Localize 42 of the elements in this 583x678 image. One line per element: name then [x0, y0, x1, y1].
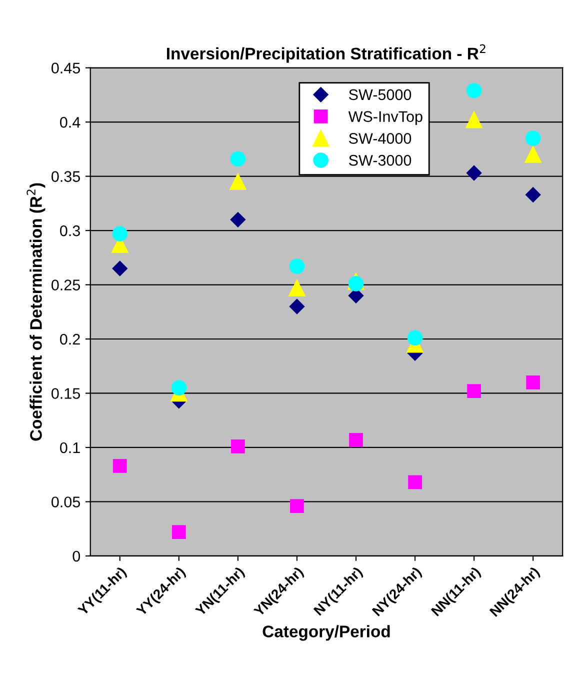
- point: [526, 187, 541, 202]
- point: [524, 146, 542, 163]
- point: [290, 499, 304, 514]
- point: [289, 298, 305, 314]
- point: [526, 375, 540, 390]
- point: [172, 525, 186, 540]
- y-tick-label: 0.3: [60, 225, 80, 236]
- y-tick-label: 0.05: [52, 496, 80, 508]
- point: [348, 276, 364, 292]
- y-tick-label: 0.1: [60, 442, 80, 454]
- point: [288, 280, 306, 296]
- chart-title: Inversion/Precipitation Stratification - R$^{2}$: [167, 44, 486, 63]
- y-tick-label: 0.25: [52, 280, 80, 290]
- point: [289, 258, 305, 274]
- point: [112, 260, 128, 276]
- point: [230, 173, 246, 190]
- point: [467, 384, 481, 398]
- point: [466, 165, 482, 181]
- point: [230, 439, 245, 454]
- y-tick-label: 0.2: [60, 334, 80, 345]
- point: [408, 475, 422, 490]
- y-tick-label: 0.15: [52, 388, 80, 399]
- point: [466, 82, 482, 98]
- point: [349, 432, 363, 447]
- point: [112, 458, 127, 473]
- point: [525, 130, 541, 146]
- legend-label: WS-InvTop: [348, 111, 422, 125]
- y-tick-label: 0.35: [52, 171, 80, 182]
- point: [230, 212, 246, 228]
- y-axis-title: Coefficient of Determination (R$^{2}$): [26, 183, 46, 441]
- point: [112, 226, 128, 242]
- point: [171, 380, 187, 396]
- point: [466, 112, 482, 128]
- y-tick-label: 0.45: [52, 62, 80, 74]
- legend-label: SW-4000: [348, 133, 412, 144]
- point: [407, 330, 423, 346]
- y-tick-label: 0.4: [60, 116, 80, 128]
- point: [230, 151, 246, 167]
- legend-label: SW-3000: [348, 154, 412, 166]
- legend-label: SW-5000: [348, 89, 412, 100]
- y-tick-label: 0: [72, 550, 80, 562]
- x-axis-title: Category/Period: [262, 625, 390, 641]
